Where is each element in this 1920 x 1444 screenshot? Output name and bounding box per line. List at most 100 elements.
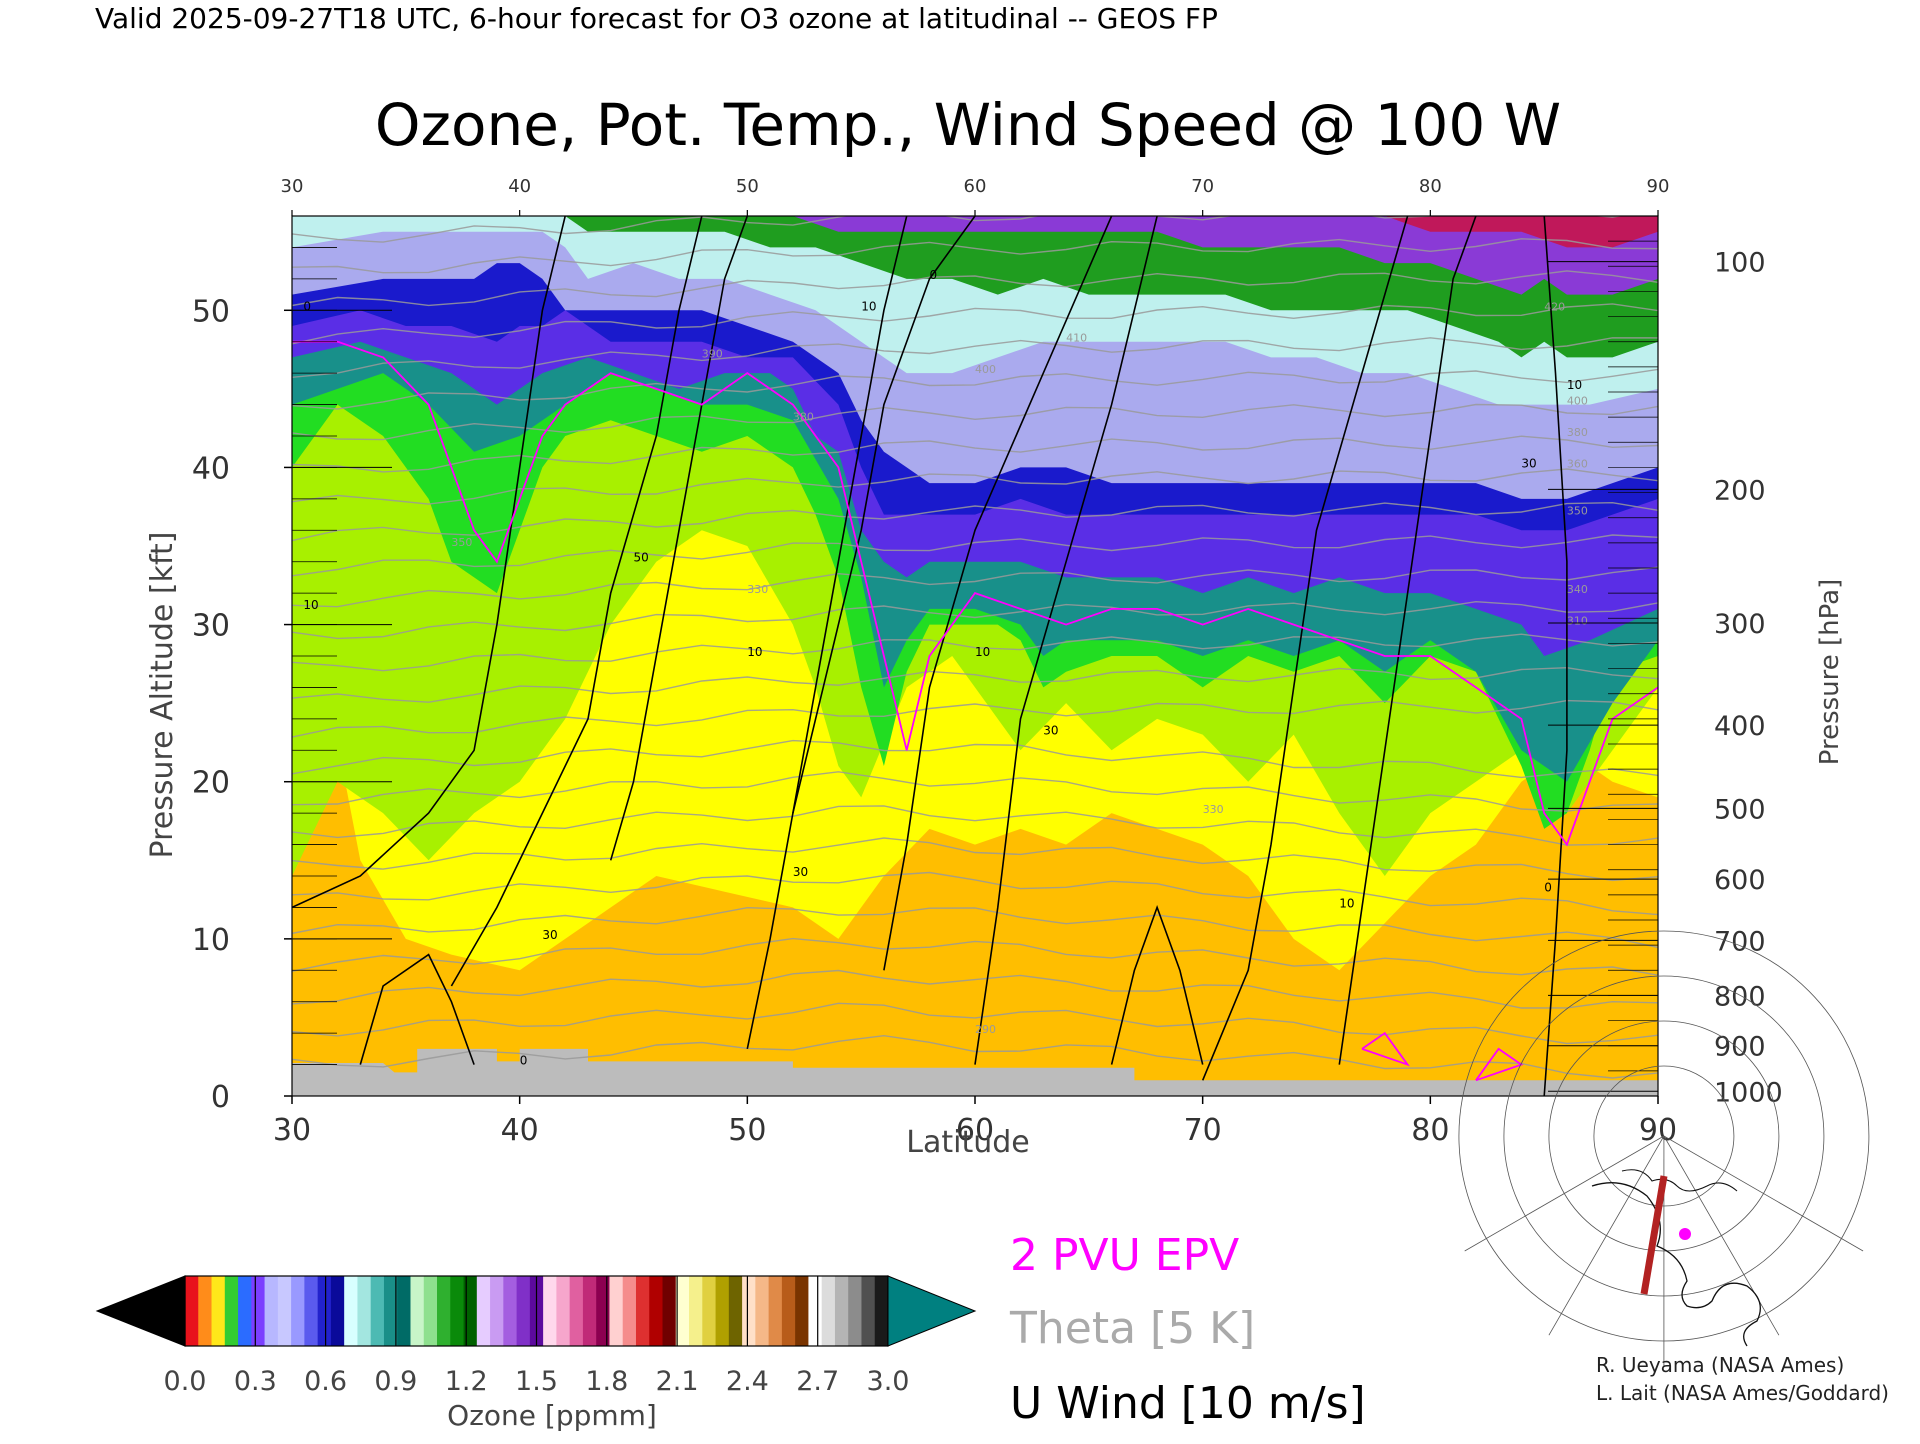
colorbar-swatch	[583, 1276, 597, 1346]
x-top-tick-label: 40	[508, 176, 531, 197]
theta-contour-label: 330	[1203, 803, 1224, 816]
theta-contour-label: 390	[702, 347, 723, 360]
colorbar-swatch	[636, 1276, 650, 1346]
theta-contour-label: 360	[1567, 457, 1588, 470]
colorbar-swatch	[265, 1276, 279, 1346]
legend-theta: Theta [5 K]	[1009, 1303, 1255, 1354]
y2-tick-label: 100	[1714, 248, 1766, 279]
colorbar-tick-label: 0.3	[234, 1366, 277, 1397]
colorbar-swatch	[198, 1276, 212, 1346]
colorbar-tick-label: 0.9	[374, 1366, 417, 1397]
colorbar-tick-label: 1.8	[585, 1366, 628, 1397]
colorbar-swatch	[782, 1276, 796, 1346]
colorbar-tick-label: 1.5	[515, 1366, 558, 1397]
colorbar-swatch	[318, 1276, 332, 1346]
colorbar-label: Ozone [ppmm]	[447, 1399, 657, 1432]
y2-axis-label: Pressure [hPa]	[1815, 579, 1845, 766]
colorbar-swatch	[795, 1276, 809, 1346]
colorbar-tick-label: 2.7	[796, 1366, 839, 1397]
colorbar-swatch	[424, 1276, 438, 1346]
colorbar-swatch	[251, 1276, 265, 1346]
colorbar-swatch	[596, 1276, 610, 1346]
theta-contour-label: 400	[1567, 395, 1588, 408]
y2-tick-label: 600	[1714, 865, 1766, 896]
colorbar-swatch	[331, 1276, 345, 1346]
y-tick-label: 20	[192, 766, 230, 801]
colorbar-swatch	[609, 1276, 623, 1346]
colorbar-swatch	[503, 1276, 517, 1346]
colorbar-tick-label: 0.6	[304, 1366, 347, 1397]
y2-tick-label: 300	[1714, 609, 1766, 640]
colorbar-swatch	[875, 1276, 889, 1346]
x-top-tick-label: 90	[1647, 176, 1670, 197]
colorbar-swatch	[543, 1276, 557, 1346]
colorbar-swatch	[716, 1276, 730, 1346]
theta-contour-label: 380	[1567, 426, 1588, 439]
legend-u-wind: U Wind [10 m/s]	[1010, 1378, 1366, 1429]
colorbar-swatch	[397, 1276, 411, 1346]
colorbar-swatch	[663, 1276, 677, 1346]
credit-line-1: R. Ueyama (NASA Ames)	[1596, 1353, 1844, 1377]
colorbar-swatch	[477, 1276, 491, 1346]
x-tick-label: 40	[501, 1113, 539, 1148]
colorbar-swatch	[357, 1276, 371, 1346]
colorbar-tick-label: 3.0	[867, 1366, 910, 1397]
colorbar-tick-label: 2.4	[726, 1366, 769, 1397]
colorbar-tick-label: 0.0	[164, 1366, 207, 1397]
u-wind-contour-label: 10	[303, 598, 318, 612]
theta-contour-label: 350	[451, 536, 472, 549]
u-wind-contour-label: 10	[861, 299, 876, 313]
colorbar-swatch	[450, 1276, 464, 1346]
colorbar-swatch	[291, 1276, 305, 1346]
colorbar-swatch	[689, 1276, 703, 1346]
legend-epv: 2 PVU EPV	[1010, 1230, 1239, 1281]
credit-line-2: L. Lait (NASA Ames/Goddard)	[1596, 1381, 1889, 1405]
colorbar-swatch	[556, 1276, 570, 1346]
colorbar-tick-label: 1.2	[445, 1366, 488, 1397]
colorbar-swatch	[225, 1276, 239, 1346]
colorbar-swatch	[755, 1276, 769, 1346]
y-tick-label: 10	[192, 923, 230, 958]
theta-contour-label: 400	[975, 363, 996, 376]
colorbar-swatch	[861, 1276, 875, 1346]
colorbar-swatch	[570, 1276, 584, 1346]
colorbar-swatch	[808, 1276, 822, 1346]
y2-tick-label: 1000	[1714, 1077, 1783, 1108]
colorbar-swatch	[238, 1276, 252, 1346]
y-axis-label: Pressure Altitude [kft]	[145, 532, 180, 859]
colorbar-swatch	[490, 1276, 504, 1346]
x-tick-label: 80	[1411, 1113, 1449, 1148]
colorbar-swatch	[517, 1276, 531, 1346]
theta-contour-label: 330	[747, 583, 768, 596]
x-axis-label: Latitude	[906, 1125, 1029, 1160]
y2-tick-label: 400	[1714, 711, 1766, 742]
y2-tick-label: 800	[1714, 981, 1766, 1012]
ozone-field: 3503903803304004104202903303403503603804…	[292, 206, 1658, 1096]
theta-contour-label: 410	[1066, 332, 1087, 345]
x-top-tick-label: 60	[964, 176, 987, 197]
y-tick-label: 50	[192, 294, 230, 329]
u-wind-contour-label: 0	[303, 299, 311, 313]
theta-contour-label: 420	[1544, 300, 1565, 313]
colorbar-swatch	[742, 1276, 756, 1346]
y2-tick-label: 700	[1714, 926, 1766, 957]
chart-title: Ozone, Pot. Temp., Wind Speed @ 100 W	[375, 91, 1561, 159]
colorbar-swatch	[835, 1276, 849, 1346]
u-wind-contour-label: 0	[520, 1054, 528, 1068]
colorbar-swatch	[304, 1276, 318, 1346]
u-wind-contour-label: 30	[1521, 456, 1536, 470]
x-tick-label: 50	[728, 1113, 766, 1148]
colorbar-swatch	[702, 1276, 716, 1346]
u-wind-contour-label: 30	[793, 865, 808, 879]
colorbar-swatch	[371, 1276, 385, 1346]
u-wind-contour-label: 10	[1339, 896, 1354, 910]
u-wind-contour-label: 0	[1544, 881, 1552, 895]
colorbar-swatch	[676, 1276, 690, 1346]
x-tick-label: 90	[1639, 1113, 1677, 1148]
x-tick-label: 70	[1184, 1113, 1222, 1148]
colorbar-swatch	[212, 1276, 226, 1346]
y-tick-label: 40	[192, 451, 230, 486]
x-top-tick-label: 50	[736, 176, 759, 197]
